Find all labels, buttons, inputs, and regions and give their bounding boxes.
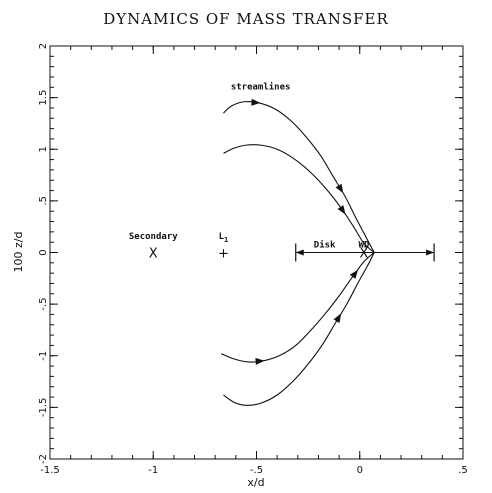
- y-tick-label: -.5: [38, 298, 49, 311]
- y-tick-label: .5: [38, 196, 49, 206]
- position-marker: +: [218, 247, 229, 262]
- streamline-arrow: [349, 269, 359, 279]
- y-tick-label: 0: [38, 249, 49, 255]
- x-tick-label: 0: [357, 465, 363, 476]
- streamline-arrow: [337, 205, 346, 215]
- position-marker: X: [149, 247, 158, 262]
- annotation-label: Secondary: [129, 232, 178, 242]
- disk-layer: [295, 243, 435, 262]
- annotation-label: WD: [358, 240, 369, 250]
- axis-ticks: -1.5 -1 -.5 0.5-2-1.5-1-.50.511.52: [38, 43, 468, 476]
- streamline-2: [223, 144, 375, 253]
- y-tick-label: -1.5: [38, 398, 49, 418]
- streamline-3: [221, 252, 375, 363]
- annotation-label: L1: [219, 232, 229, 244]
- y-tick-label: 1.5: [38, 90, 49, 106]
- streamline-arrow: [335, 183, 344, 194]
- y-tick-label: -2: [38, 454, 49, 464]
- x-tick-label: -.5: [250, 465, 263, 476]
- chart-title: DYNAMICS OF MASS TRANSFER: [103, 10, 389, 28]
- annotation-subscript: 1: [224, 236, 228, 244]
- x-tick-label: -1.5: [40, 465, 60, 476]
- y-axis-label: 100 z/d: [12, 232, 25, 273]
- streamline-1: [223, 100, 375, 253]
- x-tick-label: .5: [458, 465, 468, 476]
- streamlines-layer: [221, 98, 375, 406]
- annotation-label: streamlines: [231, 81, 291, 92]
- x-axis-label: x/d: [247, 476, 264, 489]
- disk-arrow-left: [295, 249, 304, 256]
- y-tick-label: 1: [38, 146, 49, 152]
- y-tick-label: -1: [38, 351, 49, 361]
- streamline-4: [223, 252, 375, 406]
- streamline-arrow: [333, 313, 342, 323]
- position-marker: X: [359, 247, 368, 262]
- streamline-arrow: [251, 98, 261, 106]
- disk-arrow-right: [426, 249, 435, 256]
- streamline-arrow: [255, 357, 265, 365]
- x-tick-label: -1: [148, 465, 158, 476]
- y-tick-label: 2: [38, 43, 49, 49]
- annotation-label: Disk: [314, 239, 336, 250]
